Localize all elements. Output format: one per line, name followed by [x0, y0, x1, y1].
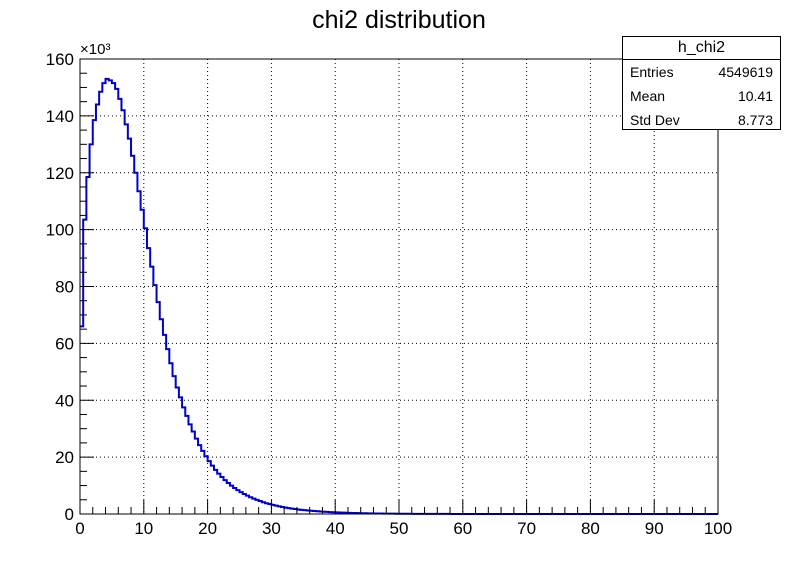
stats-row-entries: Entries 4549619 — [623, 60, 780, 84]
x-tick-label-2: 20 — [198, 519, 217, 538]
x-tick-label-9: 90 — [645, 519, 664, 538]
stats-label-stddev: Std Dev — [630, 112, 680, 128]
y-tick-label-5: 100 — [46, 221, 74, 240]
stats-label-entries: Entries — [630, 64, 674, 80]
x-tick-label-5: 50 — [390, 519, 409, 538]
stats-value-mean: 10.41 — [737, 88, 773, 104]
stats-label-mean: Mean — [630, 88, 666, 104]
y-tick-label-1: 20 — [55, 448, 74, 467]
x-tick-label-1: 10 — [134, 519, 153, 538]
chart-title: chi2 distribution — [312, 6, 486, 34]
stats-box: h_chi2 Entries 4549619 Mean 10.41 Std De… — [622, 36, 781, 130]
stats-row-stddev: Std Dev 8.773 — [623, 108, 780, 132]
x-tick-label-6: 60 — [453, 519, 472, 538]
stats-row-mean: Mean 10.41 — [623, 84, 780, 108]
histogram-series — [80, 77, 718, 515]
y-tick-label-6: 120 — [46, 164, 74, 183]
x-tick-label-8: 80 — [581, 519, 600, 538]
stats-value-entries: 4549619 — [718, 64, 773, 80]
y-tick-label-3: 60 — [55, 334, 74, 353]
y-tick-label-2: 40 — [55, 391, 74, 410]
y-multiplier-label: ×10³ — [80, 41, 110, 58]
y-tick-label-4: 80 — [55, 278, 74, 297]
y-tick-label-0: 0 — [65, 505, 74, 524]
stats-box-name: h_chi2 — [623, 37, 780, 60]
y-tick-label-7: 140 — [46, 107, 74, 126]
x-tick-label-3: 30 — [262, 519, 281, 538]
x-tick-label-4: 40 — [326, 519, 345, 538]
x-tick-label-10: 100 — [704, 519, 732, 538]
x-tick-label-7: 70 — [517, 519, 536, 538]
y-tick-label-8: 160 — [46, 50, 74, 69]
stats-value-stddev: 8.773 — [737, 112, 773, 128]
x-tick-label-0: 0 — [75, 519, 84, 538]
